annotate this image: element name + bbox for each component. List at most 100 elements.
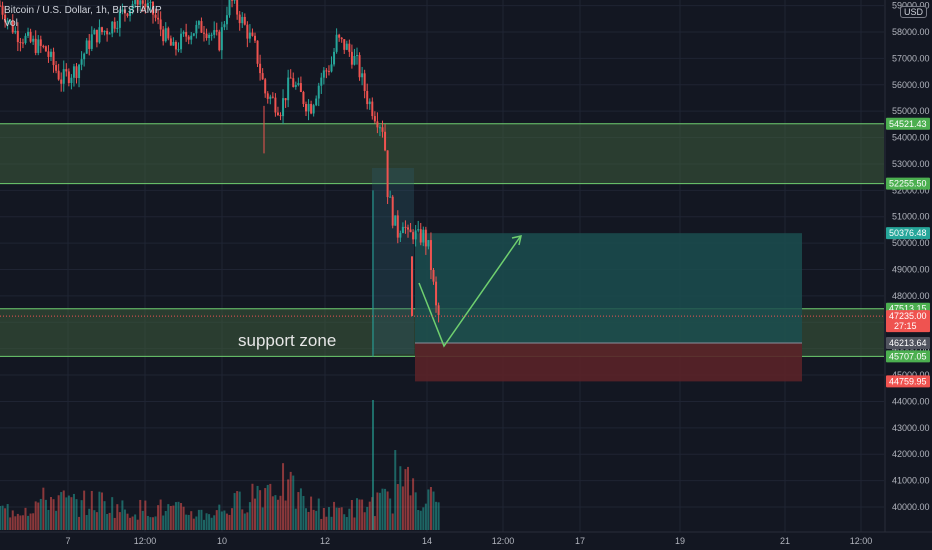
candle-body [225, 15, 228, 25]
volume-bar [243, 513, 246, 530]
x-tick-label: 19 [675, 536, 685, 546]
candle-body [330, 64, 333, 72]
candle-body [427, 240, 430, 247]
currency-button[interactable]: USD [900, 6, 928, 18]
candle-body [320, 77, 323, 86]
candle-body [157, 17, 160, 20]
volume-bar [302, 495, 305, 530]
volume-bar [192, 518, 195, 530]
volume-bar [223, 510, 226, 530]
candle-body [215, 30, 218, 32]
volume-bar [106, 513, 109, 530]
projection-arrow[interactable] [418, 236, 521, 348]
support-zone-annotation[interactable]: support zone [238, 331, 337, 350]
candle-body [16, 30, 19, 43]
volume-bar [157, 505, 160, 530]
price-label-text: 44759.95 [889, 376, 927, 386]
price-label-zone[interactable] [886, 177, 930, 190]
candle-body [424, 229, 427, 247]
candle-body [116, 27, 119, 29]
candle-body [236, 0, 239, 15]
candle-body [98, 27, 101, 43]
volume-bar [72, 493, 75, 530]
y-tick-label: 51000.00 [892, 212, 930, 222]
price-label-stop[interactable] [886, 375, 930, 388]
x-tick-label: 17 [575, 536, 585, 546]
candle-body [269, 96, 272, 99]
candle-body [284, 98, 287, 101]
volume-bar [315, 510, 318, 530]
candle-body [101, 27, 103, 33]
candle-body [231, 0, 234, 1]
volume-bar [90, 490, 93, 530]
x-tick-label: 14 [422, 536, 432, 546]
volume-bar [394, 450, 397, 530]
candle-body [103, 30, 106, 33]
candle-body [414, 230, 417, 240]
candle-body [0, 5, 1, 7]
volume-bar [169, 505, 172, 530]
candle-body [345, 43, 348, 50]
price-label-entry[interactable] [886, 337, 930, 350]
candle-body [67, 71, 70, 84]
y-tick-label: 49000.00 [892, 265, 930, 275]
volume-bar [208, 514, 211, 530]
candle-body [220, 27, 223, 51]
volume-bar [261, 507, 264, 530]
candle-body [294, 85, 297, 87]
candle-body [134, 0, 137, 5]
candle-body [386, 150, 389, 198]
volume-bar [236, 491, 239, 530]
candle-body [335, 34, 338, 52]
volume-label[interactable]: Vol [4, 18, 18, 29]
volume-bar [50, 497, 52, 530]
arrow-head[interactable] [511, 235, 522, 246]
long-position-stop-area[interactable] [415, 343, 802, 382]
price-label-target[interactable] [886, 227, 930, 240]
volume-bar [228, 514, 231, 530]
y-tick-label: 42000.00 [892, 449, 930, 459]
y-tick-label: 50000.00 [892, 238, 930, 248]
candle-body [228, 0, 231, 16]
volume-bar [95, 512, 98, 530]
candle-body [185, 32, 188, 37]
volume-bar [174, 502, 177, 530]
candle-body [287, 77, 290, 101]
volume-bar [333, 501, 336, 530]
candle-body [203, 32, 205, 34]
volume-bar [271, 496, 274, 530]
volume-bar [378, 492, 381, 530]
volume-bar [19, 515, 22, 530]
candle-body [348, 43, 351, 52]
volume-bar [136, 519, 139, 530]
volume-bar [32, 513, 35, 530]
price-label-last[interactable] [886, 310, 930, 333]
candle-body [376, 121, 379, 128]
volume-bar [210, 517, 213, 530]
price-label-zone[interactable] [886, 350, 930, 363]
volume-bar [376, 492, 379, 530]
candle-body [391, 196, 394, 226]
volume-bar [251, 483, 254, 530]
candle-body [343, 39, 346, 50]
volume-bar [180, 503, 183, 530]
candle-body [136, 0, 139, 5]
candle-body [9, 20, 12, 22]
volume-bar [325, 516, 328, 530]
candle-body [208, 34, 211, 39]
candle-body [429, 240, 432, 270]
candle-body [422, 229, 425, 243]
long-position-target-area[interactable] [415, 233, 802, 344]
volume-bar [103, 501, 106, 530]
volume-bar [289, 471, 292, 530]
y-tick-label: 52000.00 [892, 185, 930, 195]
price-label-zone[interactable] [886, 117, 930, 130]
volume-bar [27, 515, 30, 530]
candle-body [279, 115, 282, 117]
volume-bar [330, 516, 333, 530]
price-zone-resistance-zone[interactable] [0, 123, 884, 184]
symbol-title[interactable]: Bitcoin / U.S. Dollar, 1h, BITSTAMP [4, 5, 162, 16]
candle-body [139, 0, 142, 5]
